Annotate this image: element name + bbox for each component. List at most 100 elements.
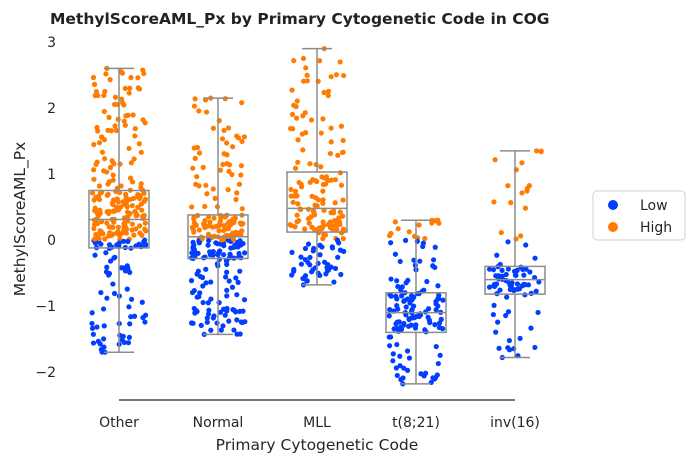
- strip-point: [112, 254, 118, 260]
- strip-point: [295, 159, 301, 165]
- strip-point: [90, 331, 96, 337]
- strip-point: [432, 244, 438, 250]
- strip-point: [338, 123, 345, 129]
- strip-point: [127, 85, 133, 91]
- strip-point: [523, 242, 529, 248]
- strip-point: [225, 125, 232, 131]
- strip-point: [304, 78, 310, 84]
- strip-point: [408, 322, 414, 328]
- strip-point: [113, 127, 120, 134]
- strip-point: [314, 203, 320, 209]
- strip-point: [191, 220, 198, 226]
- strip-point: [188, 278, 195, 284]
- legend: Low High: [592, 190, 686, 241]
- strip-point: [397, 258, 403, 265]
- strip-point: [131, 232, 137, 238]
- strip-point: [103, 250, 109, 256]
- strip-point: [303, 65, 309, 71]
- strip-point: [237, 230, 243, 236]
- strip-point: [289, 272, 295, 278]
- strip-point: [131, 313, 138, 319]
- strip-point: [234, 133, 240, 139]
- strip-point: [288, 125, 294, 132]
- strip-point: [220, 252, 227, 258]
- strip-point: [131, 156, 137, 162]
- strip-point: [129, 227, 135, 233]
- strip-point: [325, 88, 332, 94]
- strip-point: [232, 215, 238, 221]
- strip-point: [129, 202, 135, 209]
- strip-point: [519, 190, 525, 196]
- strip-point: [398, 324, 404, 330]
- strip-point: [332, 177, 338, 183]
- strip-point: [505, 239, 511, 245]
- strip-point: [341, 72, 347, 79]
- strip-point: [191, 103, 198, 109]
- strip-point: [226, 278, 232, 284]
- strip-point: [194, 271, 200, 277]
- y-axis-label: MethylScoreAML_Px: [11, 142, 30, 297]
- box-mll: [286, 47, 348, 286]
- strip-point: [521, 272, 527, 278]
- strip-point: [318, 130, 324, 136]
- strip-point: [388, 276, 394, 282]
- strip-point: [306, 220, 312, 226]
- strip-point: [508, 200, 514, 206]
- strip-point: [436, 320, 443, 326]
- strip-point: [227, 252, 233, 258]
- strip-point: [128, 74, 134, 81]
- strip-point: [226, 219, 233, 225]
- strip-point: [437, 352, 443, 358]
- strip-point: [293, 103, 299, 110]
- strip-point: [305, 241, 312, 247]
- strip-point: [298, 254, 304, 260]
- strip-point: [218, 327, 224, 333]
- strip-point: [104, 264, 110, 270]
- strip-point: [113, 188, 119, 195]
- y-axis: −2 −1 0 1 2 3: [35, 35, 56, 381]
- strip-point: [202, 203, 208, 210]
- strip-point: [96, 183, 103, 189]
- strip-point: [524, 188, 530, 194]
- strip-point: [387, 343, 393, 349]
- strip-point: [191, 287, 197, 294]
- strip-point: [216, 228, 222, 234]
- strip-point: [236, 181, 243, 187]
- strip-point: [395, 283, 401, 290]
- strip-point: [191, 216, 197, 222]
- strip-point: [289, 111, 296, 118]
- strip-point: [192, 155, 198, 161]
- strip-point: [234, 317, 240, 323]
- strip-point: [300, 78, 307, 84]
- strip-point: [230, 236, 237, 242]
- strip-point: [218, 215, 224, 221]
- strip-point: [393, 365, 399, 371]
- strip-point: [203, 182, 209, 188]
- strip-point: [511, 287, 517, 294]
- strip-point: [138, 181, 144, 187]
- strip-point: [311, 227, 318, 233]
- strip-point: [114, 207, 120, 213]
- strip-point: [492, 157, 498, 163]
- strip-point: [237, 308, 243, 314]
- strip-point: [106, 224, 112, 230]
- strip-point: [135, 204, 141, 210]
- strip-point: [98, 289, 104, 296]
- strip-point: [234, 190, 240, 196]
- strip-point: [126, 304, 132, 310]
- strip-point: [337, 59, 343, 65]
- strip-point: [325, 92, 331, 99]
- strip-point: [300, 55, 307, 62]
- strip-point: [491, 199, 497, 205]
- strip-point: [114, 196, 120, 202]
- strip-point: [288, 186, 294, 193]
- strip-point: [505, 266, 511, 272]
- strip-point: [89, 310, 95, 316]
- strip-point: [119, 96, 125, 102]
- strip-point: [196, 108, 202, 114]
- strip-point: [126, 145, 132, 152]
- strip-point: [136, 195, 143, 202]
- strip-point: [241, 134, 247, 140]
- strip-point: [204, 315, 210, 321]
- strip-point: [138, 149, 144, 155]
